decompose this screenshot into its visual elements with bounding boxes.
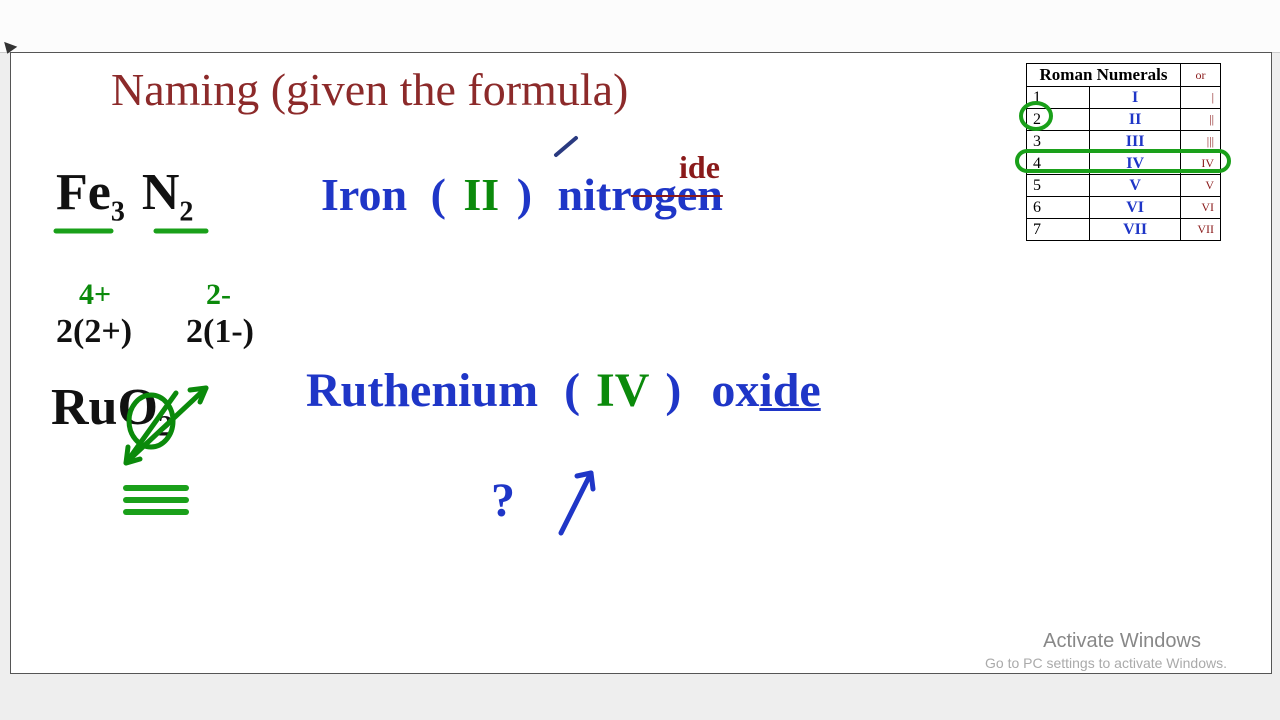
slide-frame: Naming (given the formula) Fe3 N2 Iron (… — [10, 52, 1272, 674]
formula-fe3n2: Fe3 N2 — [56, 163, 193, 228]
table-header: Roman Numerals — [1027, 64, 1181, 87]
name1-nitr: nitr — [558, 169, 631, 220]
tick-mark-icon — [551, 133, 591, 163]
formula-sub3: 3 — [111, 196, 125, 227]
name2-ruth: Ruthenium — [306, 364, 538, 417]
calc-2minus: 2- — [206, 278, 231, 312]
arrow-up-icon — [536, 453, 616, 543]
table-row: 3III||| — [1027, 131, 1221, 153]
formula-n: N — [142, 164, 180, 221]
formula-sub2: 2 — [179, 196, 193, 227]
activate-windows-watermark: Activate Windows — [1043, 630, 1201, 653]
question-mark: ? — [491, 473, 515, 528]
triple-underline-icon — [121, 483, 201, 523]
formula-fe: Fe — [56, 164, 111, 221]
formula-o-sub2: 2 — [158, 409, 173, 442]
calc-2-2plus: 2(2+) — [56, 313, 132, 351]
name1-iron: Iron — [321, 169, 407, 220]
name2-lparen: ( — [564, 364, 580, 417]
name2-ox: ox — [711, 364, 759, 417]
name2-rparen: ) — [665, 364, 681, 417]
activate-windows-subtext: Go to PC settings to activate Windows. — [985, 655, 1227, 671]
roman-numerals-table: Roman Numerals or 1I| 2II|| 3III||| 4IVI… — [1026, 63, 1221, 241]
table-row: 1I| — [1027, 87, 1221, 109]
name1-ide: ide — [679, 149, 720, 186]
table-row: 2II|| — [1027, 109, 1221, 131]
table-row: 6VIVI — [1027, 197, 1221, 219]
name1-lparen: ( — [431, 169, 446, 220]
name2-numeral: IV — [596, 364, 649, 417]
name2-ide: ide — [759, 364, 820, 417]
name1-rparen: ) — [517, 169, 532, 220]
table-header-or: or — [1180, 64, 1220, 87]
calc-4plus: 4+ — [79, 278, 111, 312]
compound-name-1: Iron ( II ) nitrogen — [321, 168, 723, 221]
formula-o: O — [117, 379, 157, 436]
formula-ru: Ru — [51, 379, 117, 436]
table-row: 5VV — [1027, 175, 1221, 197]
table-row: 4IVIV — [1027, 153, 1221, 175]
name1-numeral: II — [463, 169, 499, 220]
formula-ruo2: RuO2 — [51, 378, 173, 443]
window-top-bar — [0, 0, 1280, 53]
table-row: 7VIIVII — [1027, 219, 1221, 241]
compound-name-2: Ruthenium ( IV ) oxide — [306, 363, 821, 418]
calc-2-1minus: 2(1-) — [186, 313, 254, 351]
slide-title: Naming (given the formula) — [111, 63, 628, 116]
